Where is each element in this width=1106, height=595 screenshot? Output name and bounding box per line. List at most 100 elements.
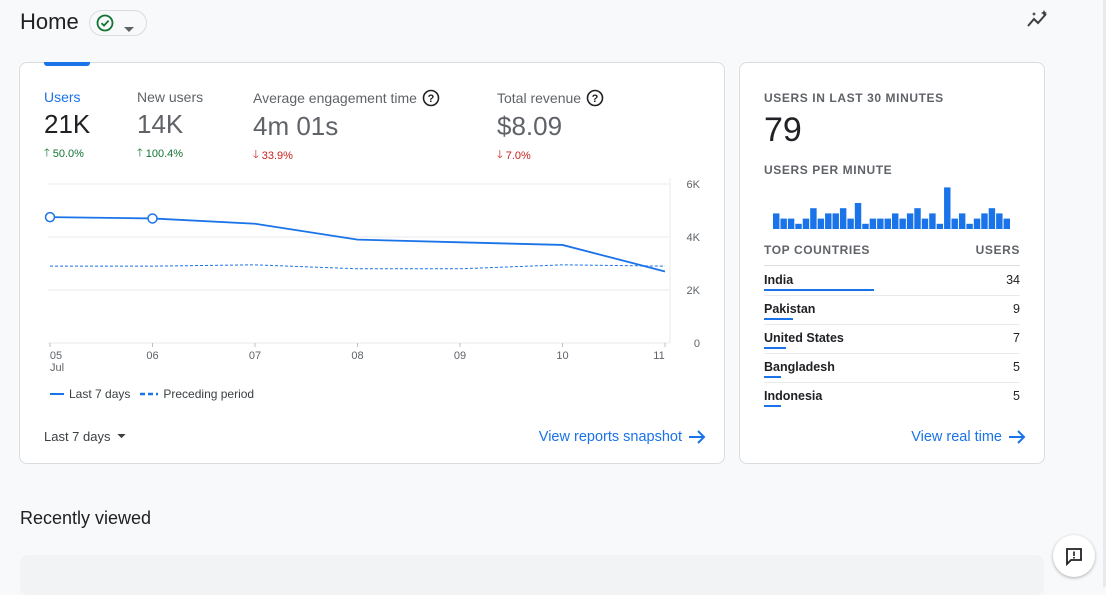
minute-bar (988, 208, 996, 229)
metric-label: Average engagement time (253, 90, 417, 106)
minute-bar (847, 218, 854, 229)
svg-text:?: ? (592, 93, 599, 105)
feedback-icon (1066, 548, 1082, 566)
data-point (147, 213, 158, 224)
arrow-right-icon (689, 430, 706, 444)
metric-value: 14K (137, 109, 184, 139)
property-status-chip[interactable] (89, 10, 147, 36)
metric-new-users[interactable]: New users 14K 🡑 100.4% (137, 89, 203, 163)
x-tick-label: 09 (454, 350, 466, 362)
minute-bar (936, 223, 944, 229)
legend-item-current: Last 7 days (50, 387, 130, 401)
minute-bar (921, 218, 929, 229)
country-users: 34 (1006, 273, 1020, 287)
minute-bar (869, 218, 877, 229)
users-column-label: USERS (975, 243, 1020, 257)
chevron-down-icon (116, 434, 126, 439)
scrollbar[interactable] (1103, 0, 1106, 587)
users-per-minute-chart[interactable] (740, 63, 1046, 238)
overview-card: Users 21K 🡑 50.0% New users 14K 🡑 100.4% A… (19, 62, 725, 464)
x-sublabel: Jul (50, 362, 64, 374)
country-row[interactable]: Pakistan 9 (764, 296, 1020, 325)
recently-viewed-card (20, 555, 1044, 595)
metric-engagement-time[interactable]: Average engagement time ? 4m 01s 🡓 33.9% (253, 89, 440, 165)
metric-value: 4m 01s (253, 111, 339, 141)
realtime-user-count: 79 (764, 111, 802, 149)
y-tick-label: 0 (694, 338, 700, 350)
chevron-down-icon (124, 20, 134, 38)
minute-bar (839, 208, 847, 229)
country-name: India (764, 273, 794, 287)
minute-bar (944, 187, 951, 229)
country-name: Indonesia (764, 389, 823, 403)
minute-bar (973, 218, 981, 229)
metric-delta: 33.9% (261, 149, 293, 162)
minute-bar (832, 213, 839, 229)
country-users: 5 (1013, 360, 1020, 374)
minute-bar (810, 208, 817, 229)
y-tick-label: 4K (687, 232, 701, 244)
minute-bar (884, 218, 891, 229)
country-row[interactable]: India 34 (764, 267, 1020, 296)
users-line-chart[interactable]: 6K 4K 2K 0 05 06 07 08 09 10 11 Jul (20, 63, 726, 383)
users-per-minute-heading: USERS PER MINUTE (764, 163, 893, 177)
country-users: 5 (1013, 389, 1020, 403)
minute-bar (795, 223, 802, 229)
metric-total-revenue[interactable]: Total revenue ? $8.09 🡓 7.0% (497, 89, 604, 165)
arrow-up-icon: 🡑 (44, 147, 50, 159)
metric-value: 21K (44, 109, 91, 139)
metric-delta: 7.0% (505, 149, 531, 162)
country-share-bar (764, 347, 786, 349)
link-label: View reports snapshot (538, 429, 682, 445)
country-share-bar (764, 405, 781, 407)
minute-bar (929, 213, 936, 229)
view-reports-snapshot-link[interactable]: View reports snapshot (539, 429, 706, 445)
x-tick-label: 07 (249, 350, 261, 362)
country-row[interactable]: Bangladesh 5 (764, 354, 1020, 383)
divider (764, 382, 1020, 383)
metric-value: $8.09 (497, 111, 563, 141)
divider (764, 265, 1020, 266)
metric-label: New users (137, 89, 204, 105)
minute-bar (817, 218, 825, 229)
legend-label: Preceding period (163, 387, 255, 401)
country-share-bar (764, 376, 781, 378)
arrow-up-icon: 🡑 (137, 147, 143, 159)
country-share-bar (764, 289, 874, 291)
metric-delta: 100.4% (145, 147, 184, 160)
minute-bar (914, 208, 921, 229)
divider (764, 324, 1020, 325)
country-row[interactable]: Indonesia 5 (764, 383, 1020, 412)
arrow-right-icon (1009, 430, 1026, 444)
x-tick-label: 06 (146, 350, 158, 362)
minute-bar (981, 213, 988, 229)
link-label: View real time (911, 429, 1002, 445)
view-real-time-link[interactable]: View real time (911, 429, 1026, 445)
page-title: Home (20, 9, 79, 34)
metric-label: Total revenue (497, 90, 582, 106)
metric-users[interactable]: Users 21K 🡑 50.0% (44, 89, 90, 163)
minute-bar (825, 213, 832, 229)
check-circle-icon (96, 14, 114, 37)
minute-bar (1003, 218, 1010, 229)
insights-icon[interactable] (1026, 9, 1050, 34)
divider (764, 353, 1020, 354)
minute-bar (780, 218, 787, 229)
country-name: United States (764, 331, 844, 345)
metric-delta: 50.0% (52, 147, 84, 160)
minute-bar (802, 218, 810, 229)
y-tick-label: 6K (687, 179, 701, 191)
feedback-button[interactable] (1053, 535, 1095, 577)
x-tick-label: 10 (556, 350, 568, 362)
realtime-heading: USERS IN LAST 30 MINUTES (764, 91, 944, 105)
help-icon[interactable]: ? (422, 89, 440, 107)
x-tick-label: 05 (50, 350, 62, 362)
minute-bar (958, 213, 966, 229)
x-tick-label: 11 (653, 350, 664, 362)
date-range-dropdown[interactable]: Last 7 days (44, 429, 126, 444)
help-icon[interactable]: ? (586, 89, 604, 107)
svg-text:?: ? (428, 93, 435, 105)
arrow-down-icon: 🡓 (253, 149, 259, 161)
country-row[interactable]: United States 7 (764, 325, 1020, 354)
date-range-label: Last 7 days (44, 429, 111, 444)
